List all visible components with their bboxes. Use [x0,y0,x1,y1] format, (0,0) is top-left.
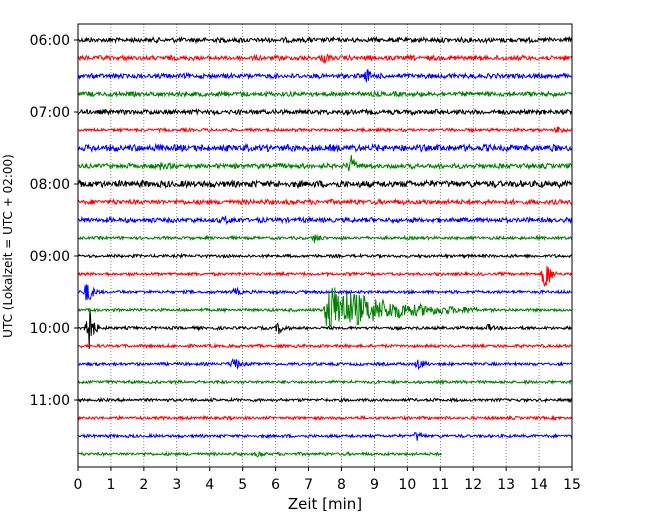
trace-1115 [77,414,573,422]
trace-1015 [77,342,573,350]
grid-lines [110,24,540,467]
x-tick-label: 9 [370,477,379,493]
trace-1130 [77,431,573,441]
traces [77,35,573,458]
x-tick-label: 8 [337,477,346,493]
x-tick-label: 15 [563,477,581,493]
y-axis-label: UTC (Lokalzeit = UTC + 02:00) [1,154,15,338]
trace-1100 [77,396,573,404]
y-tick-label: 07:00 [30,105,70,121]
trace-1045 [77,378,573,386]
x-tick-label: 6 [271,477,280,493]
y-tick-label: 10:00 [30,321,70,337]
trace-0745 [77,155,573,172]
trace-0930 [77,284,573,301]
trace-0915 [77,265,573,288]
x-tick-label: 5 [238,477,247,493]
x-tick-label: 13 [497,477,515,493]
x-tick-label: 1 [106,477,115,493]
trace-0845 [77,233,573,244]
trace-0630 [77,68,573,83]
x-tick-label: 4 [205,477,214,493]
y-tick-label: 11:00 [30,393,70,409]
trace-0800 [77,178,573,190]
plot-frame [77,23,573,468]
x-tick-label: 10 [398,477,416,493]
trace-0615 [77,53,573,65]
trace-1000 [77,310,573,350]
x-axis: 0 1 2 3 4 5 6 7 8 9 10 11 12 13 14 15 [74,467,581,493]
trace-0700 [77,107,573,117]
y-axis: 06:00 07:00 08:00 09:00 10:00 11:00 [30,33,78,409]
x-tick-label: 0 [74,477,83,493]
trace-0645 [77,89,573,98]
y-tick-label: 09:00 [30,249,70,265]
x-tick-label: 3 [172,477,181,493]
trace-0815 [77,197,573,207]
y-tick-label: 08:00 [30,177,70,193]
trace-1030 [77,357,573,371]
trace-1145 [77,450,443,458]
x-tick-label: 7 [304,477,313,493]
trace-0730 [77,142,573,154]
trace-0715 [77,126,573,134]
trace-0900 [77,252,573,260]
trace-0945 [77,287,573,329]
x-tick-label: 12 [464,477,482,493]
x-tick-label: 14 [530,477,548,493]
x-tick-label: 11 [431,477,449,493]
trace-0600 [77,35,573,45]
y-tick-label: 06:00 [30,33,70,49]
x-axis-label: Zeit [min] [288,495,362,513]
x-tick-label: 2 [139,477,148,493]
trace-0830 [77,215,573,226]
